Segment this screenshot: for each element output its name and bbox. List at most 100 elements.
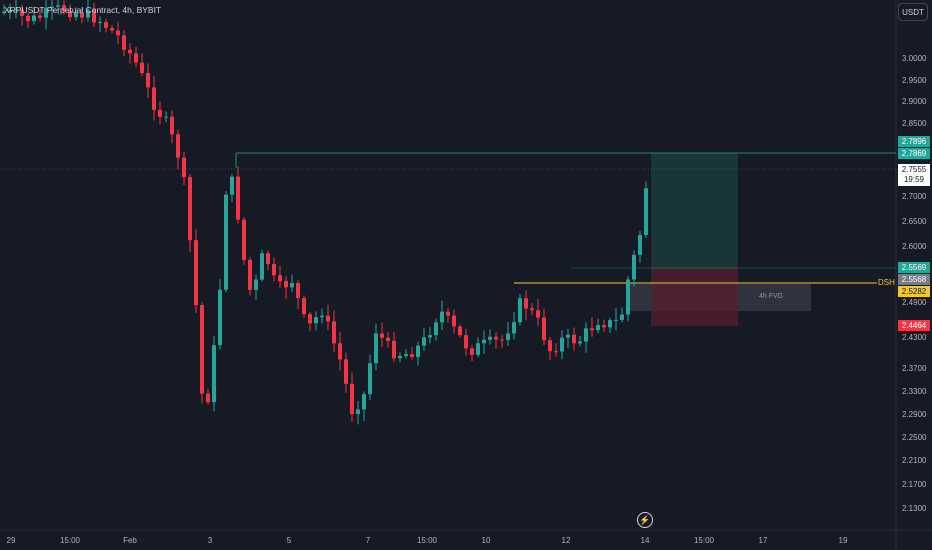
- candle-body: [626, 279, 630, 315]
- candle-body: [428, 335, 432, 338]
- price-tick: 2.3300: [902, 387, 927, 396]
- candle-body: [440, 311, 444, 323]
- time-tick: 15:00: [60, 536, 81, 545]
- candle-body: [374, 333, 378, 364]
- candle-body: [242, 219, 246, 260]
- candle-body: [464, 335, 468, 349]
- candle-body: [542, 317, 546, 341]
- candle-body: [320, 315, 324, 318]
- candle-body: [56, 5, 60, 7]
- candle-body: [500, 339, 504, 341]
- candle-body: [182, 157, 186, 178]
- candle-body: [92, 9, 96, 23]
- candle-body: [236, 176, 240, 220]
- time-axis[interactable]: 29 15:00 Feb 3 5 7 15:00 10 12 14 15:00 …: [7, 536, 848, 545]
- candle-body: [254, 279, 258, 290]
- candle-body: [338, 343, 342, 360]
- candle-body: [452, 315, 456, 327]
- candle-body: [74, 12, 78, 18]
- candle-body: [206, 393, 210, 403]
- candle-body: [272, 264, 276, 276]
- time-tick: 15:00: [694, 536, 715, 545]
- candle-body: [572, 334, 576, 344]
- candle-body: [158, 109, 162, 117]
- bar-countdown: 19:59: [903, 175, 925, 184]
- symbol-title[interactable]: XRPUSDT Perpetual Contract, 4h, BYBIT: [4, 5, 162, 15]
- candle-body: [152, 87, 156, 110]
- candle-body: [482, 339, 486, 344]
- candle-body: [344, 359, 348, 384]
- candle-body: [308, 314, 312, 324]
- candle-body: [194, 240, 198, 306]
- candle-body: [260, 253, 264, 280]
- price-tick: 2.2500: [902, 433, 927, 442]
- time-tick: 15:00: [417, 536, 438, 545]
- time-tick: 7: [366, 536, 371, 545]
- long-position-loss-zone[interactable]: [651, 268, 738, 326]
- candle-body: [350, 383, 354, 415]
- candle-body: [512, 322, 516, 334]
- dsh-price-tag: 2.5282: [898, 286, 930, 297]
- candle-body: [284, 281, 288, 288]
- price-tick: 2.3700: [902, 364, 927, 373]
- price-tick: 2.6000: [902, 242, 927, 251]
- time-tick: 12: [562, 536, 571, 545]
- candle-body: [266, 253, 270, 265]
- candle-body: [620, 314, 624, 320]
- candle-body: [302, 298, 306, 315]
- candle-body: [218, 289, 222, 346]
- candle-body: [386, 337, 390, 341]
- candle-body: [548, 340, 552, 352]
- candle-body: [638, 234, 642, 255]
- candle-body: [614, 319, 618, 321]
- candle-body: [212, 345, 216, 403]
- candle-body: [560, 337, 564, 352]
- time-tick: 19: [839, 536, 848, 545]
- candle-body: [518, 298, 522, 323]
- time-tick: 5: [287, 536, 292, 545]
- candle-body: [140, 62, 144, 73]
- candle-body: [332, 321, 336, 344]
- entry-price-tag: 2.5569: [898, 262, 930, 273]
- stop-loss-price-tag: 2.4464: [898, 320, 930, 331]
- candle-body: [290, 283, 294, 288]
- candle-body: [410, 354, 414, 357]
- candle-body: [356, 409, 360, 415]
- candle-body: [434, 322, 438, 336]
- candle-body: [422, 337, 426, 346]
- time-tick: 3: [208, 536, 213, 545]
- candle-body: [494, 336, 498, 340]
- candle-body: [536, 310, 540, 318]
- candle-body: [554, 351, 558, 353]
- candle-body: [404, 354, 408, 357]
- fvg-label: 4h FVG: [759, 293, 784, 300]
- candle-body: [476, 343, 480, 355]
- price-tick: 2.9000: [902, 97, 927, 106]
- candle-body: [314, 317, 318, 324]
- time-tick: 10: [482, 536, 491, 545]
- price-tick: 2.1300: [902, 504, 927, 513]
- candle-body: [644, 188, 648, 235]
- candle-body: [602, 325, 606, 328]
- candle-body: [524, 298, 528, 309]
- quote-currency-button[interactable]: USDT: [898, 3, 928, 21]
- price-tick: 2.4900: [902, 298, 927, 307]
- candle-body: [230, 176, 234, 195]
- level-price-tag: 2.5568: [898, 274, 930, 285]
- candle-body: [368, 363, 372, 395]
- candle-body: [98, 22, 102, 24]
- price-ticks: 3.0000 2.9500 2.9000 2.8500 2.7000 2.650…: [902, 54, 927, 513]
- lightning-bolt-icon[interactable]: ⚡: [637, 512, 653, 528]
- candle-body: [584, 328, 588, 342]
- current-price-value: 2.7555: [901, 165, 927, 174]
- candle-body: [578, 341, 582, 344]
- candle-body: [224, 194, 228, 290]
- candle-body: [596, 325, 600, 331]
- long-position-profit-zone[interactable]: [651, 153, 738, 268]
- price-tick: 2.4300: [902, 333, 927, 342]
- candle-body: [146, 72, 150, 88]
- candle-body: [632, 254, 636, 280]
- candle-body: [68, 10, 72, 18]
- price-tick: 2.2900: [902, 410, 927, 419]
